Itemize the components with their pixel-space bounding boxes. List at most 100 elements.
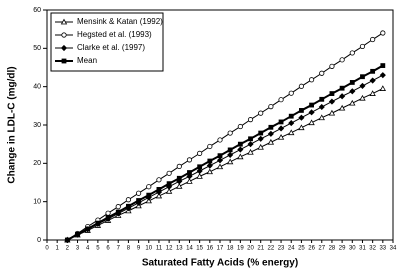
- marker: [370, 68, 376, 74]
- marker: [318, 103, 325, 111]
- marker: [186, 157, 193, 163]
- marker: [206, 162, 213, 169]
- x-tick-label: 25: [298, 246, 305, 252]
- marker: [196, 173, 203, 179]
- series-line: [67, 74, 384, 241]
- marker: [278, 97, 284, 103]
- x-tick-label: 30: [349, 246, 356, 252]
- marker: [187, 170, 192, 175]
- legend-label: Mean: [77, 56, 97, 65]
- x-tick-label: 13: [176, 246, 183, 252]
- marker: [339, 85, 345, 91]
- marker: [247, 117, 254, 123]
- marker: [319, 96, 325, 102]
- legend-marker: [61, 58, 67, 64]
- marker: [349, 88, 356, 95]
- marker: [309, 102, 314, 108]
- marker: [237, 153, 244, 160]
- marker: [126, 203, 131, 209]
- legend-marker: [60, 18, 68, 25]
- marker: [176, 163, 182, 169]
- marker: [379, 72, 386, 79]
- marker: [166, 181, 172, 187]
- marker: [237, 146, 244, 153]
- marker: [379, 85, 387, 91]
- marker: [186, 173, 193, 180]
- legend-label: Clarke et al. (1997): [77, 43, 145, 52]
- marker: [216, 157, 224, 164]
- marker: [227, 151, 234, 158]
- marker: [75, 231, 80, 237]
- marker: [146, 184, 152, 190]
- marker: [247, 141, 254, 148]
- x-tick-label: 4: [86, 246, 90, 252]
- marker: [360, 74, 365, 80]
- marker: [85, 226, 91, 232]
- marker: [277, 125, 285, 132]
- marker: [227, 147, 233, 153]
- marker: [359, 82, 366, 89]
- x-tick-label: 18: [227, 246, 234, 252]
- x-tick-label: 33: [379, 246, 386, 252]
- x-tick-label: 11: [156, 246, 163, 252]
- x-tick-label: 12: [166, 246, 173, 252]
- marker: [247, 148, 254, 155]
- marker: [216, 163, 224, 170]
- x-tick-label: 8: [127, 246, 131, 252]
- x-tick-label: 6: [106, 246, 110, 252]
- marker: [268, 104, 274, 110]
- marker: [308, 119, 315, 126]
- marker: [319, 70, 325, 76]
- legend-label: Hegsted et al. (1993): [77, 30, 152, 39]
- marker: [257, 135, 264, 142]
- marker: [278, 119, 284, 125]
- marker: [227, 130, 233, 136]
- marker: [196, 167, 203, 175]
- x-tick-label: 7: [117, 246, 121, 252]
- marker: [298, 124, 305, 131]
- marker: [298, 83, 305, 89]
- legend-label: Mensink & Katan (1992): [77, 17, 163, 26]
- marker: [237, 123, 243, 130]
- x-tick-label: 19: [237, 246, 244, 252]
- marker: [277, 133, 285, 140]
- marker: [258, 110, 264, 116]
- x-tick-label: 10: [145, 246, 152, 252]
- marker: [197, 150, 203, 156]
- x-tick-label: 5: [96, 246, 100, 252]
- marker: [248, 136, 253, 142]
- x-tick-label: 21: [257, 246, 264, 252]
- marker: [369, 77, 376, 84]
- marker: [207, 158, 213, 164]
- marker: [359, 94, 366, 101]
- marker: [165, 187, 173, 194]
- x-tick-label: 28: [329, 246, 336, 252]
- marker: [267, 138, 275, 145]
- marker: [95, 220, 101, 226]
- marker: [146, 192, 152, 198]
- marker: [339, 57, 345, 63]
- x-tick-label: 27: [318, 246, 325, 252]
- y-tick-label: 50: [33, 45, 41, 52]
- x-tick-label: 26: [308, 246, 315, 252]
- marker: [197, 164, 203, 170]
- x-tick-label: 9: [137, 246, 141, 252]
- marker: [359, 43, 366, 50]
- marker: [105, 210, 111, 216]
- marker: [267, 130, 274, 137]
- x-tick-label: 24: [288, 246, 295, 252]
- marker: [136, 198, 141, 203]
- marker: [288, 113, 294, 119]
- marker: [380, 30, 386, 36]
- marker: [166, 170, 172, 176]
- x-axis-label: Saturated Fatty Acids (% energy): [142, 258, 298, 269]
- marker: [258, 130, 264, 136]
- marker: [268, 124, 274, 130]
- marker: [176, 175, 182, 181]
- marker: [64, 237, 70, 243]
- marker: [349, 99, 356, 106]
- marker: [206, 168, 214, 175]
- marker: [349, 80, 355, 85]
- x-tick-label: 3: [76, 246, 80, 252]
